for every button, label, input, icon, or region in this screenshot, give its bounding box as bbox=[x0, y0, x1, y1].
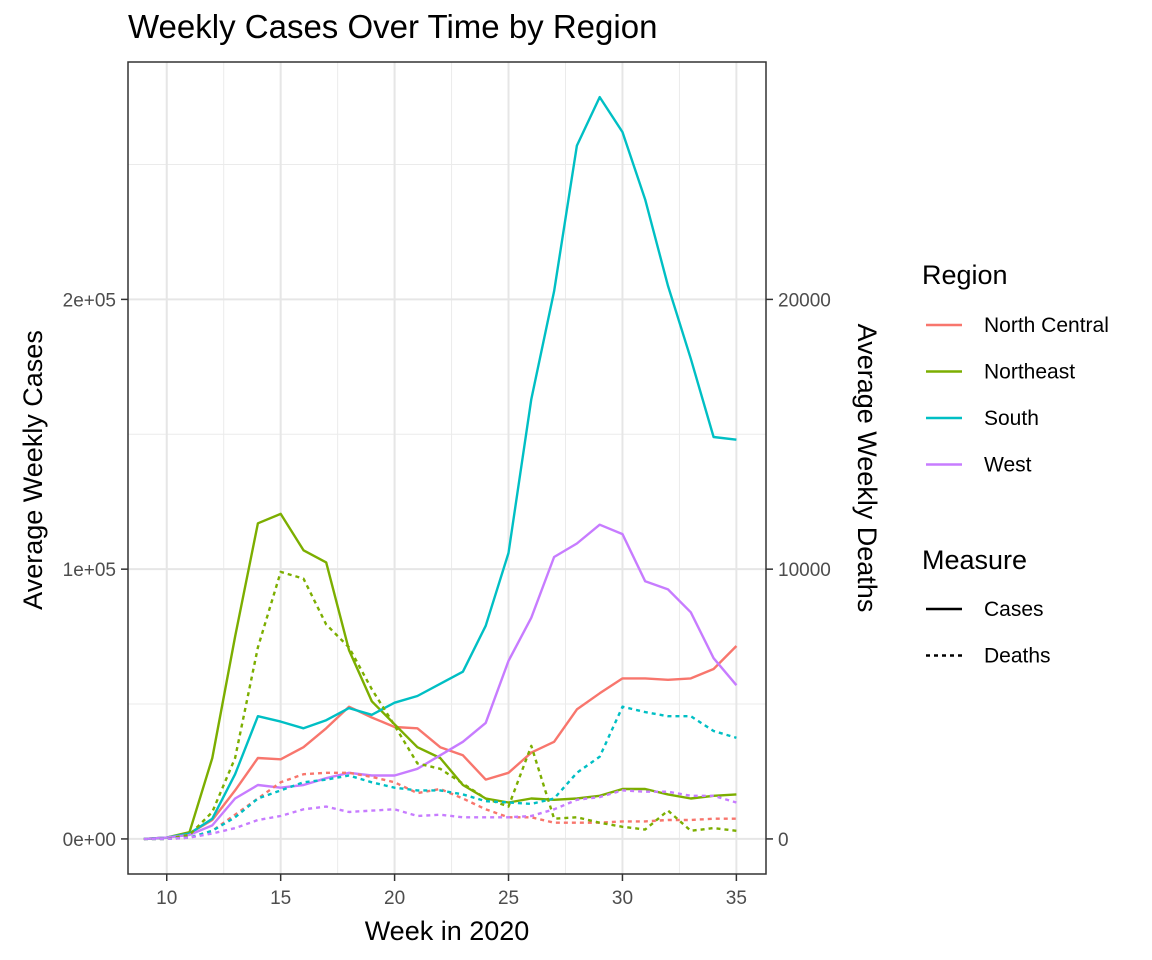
plot-panel bbox=[127, 61, 767, 875]
legend-measure-title: Measure bbox=[922, 545, 1027, 575]
legend-label-cases: Cases bbox=[984, 598, 1044, 621]
chart-title: Weekly Cases Over Time by Region bbox=[128, 8, 657, 45]
legend-label-northeast: Northeast bbox=[984, 361, 1075, 384]
plot-background bbox=[128, 62, 766, 874]
x-tick-label: 35 bbox=[726, 888, 747, 909]
legend-label-south: South bbox=[984, 407, 1039, 430]
legend-measure-entries: Cases Deaths bbox=[926, 598, 1051, 668]
y-right-tick-label: 20000 bbox=[778, 290, 831, 311]
series-northeast-deaths bbox=[143, 570, 737, 841]
x-tick-label: 10 bbox=[156, 888, 177, 909]
legend: Region North Central Northeast South West M… bbox=[922, 260, 1109, 668]
major-gridlines bbox=[128, 62, 766, 874]
series-south-deaths bbox=[143, 705, 737, 841]
series-lines bbox=[143, 95, 738, 841]
series-north-central-cases bbox=[143, 645, 738, 841]
minor-gridlines bbox=[128, 62, 766, 874]
y-right-tick-label: 10000 bbox=[778, 560, 831, 581]
legend-label-west: West bbox=[984, 454, 1032, 477]
y-left-axis: 0e+00 1e+05 2e+05 bbox=[63, 290, 128, 851]
x-axis: 10 15 20 25 30 35 bbox=[156, 874, 747, 909]
series-west-cases bbox=[143, 523, 738, 841]
y-right-tick-label: 0 bbox=[778, 830, 789, 851]
legend-label-deaths: Deaths bbox=[984, 645, 1051, 668]
y-left-tick-label: 1e+05 bbox=[63, 560, 116, 581]
legend-region-entries: North Central Northeast South West bbox=[926, 314, 1109, 477]
y-left-tick-label: 2e+05 bbox=[63, 290, 116, 311]
y-left-axis-title: Average Weekly Cases bbox=[18, 330, 48, 610]
legend-label-north-central: North Central bbox=[984, 314, 1109, 337]
legend-region-title: Region bbox=[922, 260, 1008, 290]
x-tick-label: 30 bbox=[612, 888, 633, 909]
y-right-axis: 0 10000 20000 bbox=[766, 290, 831, 851]
series-north-central-deaths bbox=[143, 771, 737, 841]
x-tick-label: 20 bbox=[384, 888, 405, 909]
y-right-axis-title: Average Weekly Deaths bbox=[852, 324, 882, 613]
x-axis-title: Week in 2020 bbox=[365, 916, 530, 946]
series-south-cases bbox=[143, 95, 737, 841]
y-left-tick-label: 0e+00 bbox=[63, 830, 116, 851]
x-tick-label: 15 bbox=[270, 888, 291, 909]
series-northeast-cases bbox=[143, 512, 737, 841]
plot-border bbox=[127, 61, 767, 875]
x-tick-label: 25 bbox=[498, 888, 519, 909]
